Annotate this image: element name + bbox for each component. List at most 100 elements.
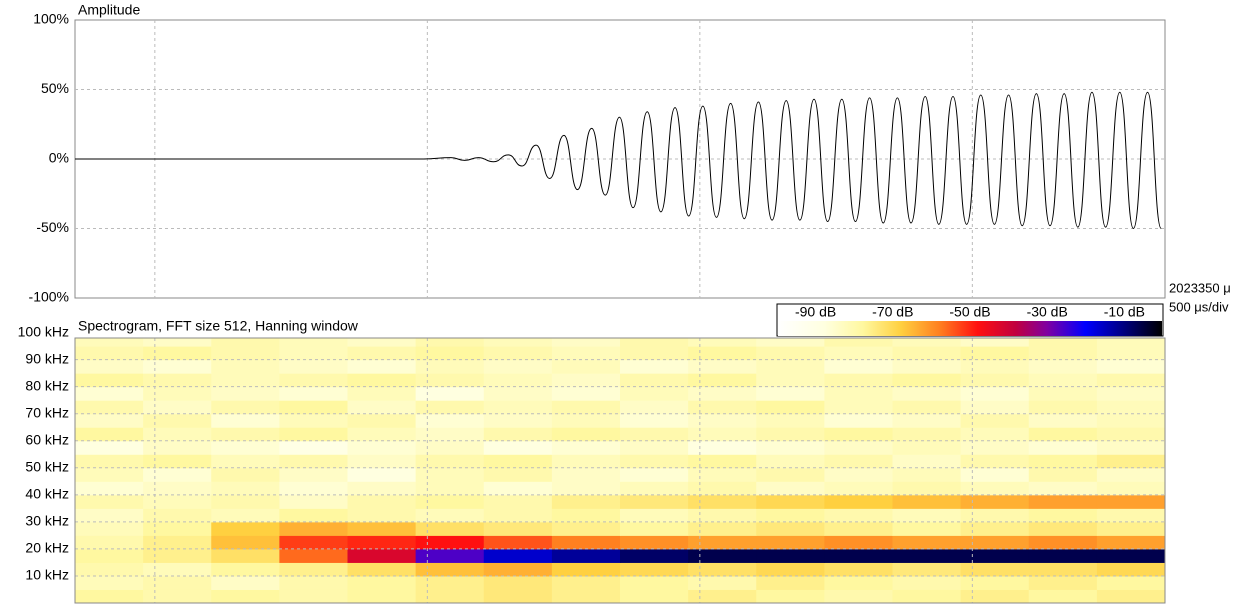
heat-cell	[347, 338, 417, 347]
heat-cell	[415, 346, 485, 361]
heat-cell	[1096, 508, 1165, 523]
heat-cell	[279, 575, 348, 590]
heat-cell	[1096, 548, 1165, 563]
heat-cell	[75, 494, 144, 509]
heat-cell	[143, 373, 212, 388]
heat-cell	[415, 440, 485, 455]
heat-cell	[1028, 575, 1098, 590]
heat-cell	[824, 400, 893, 415]
heat-cell	[279, 386, 348, 401]
heat-cell	[279, 338, 348, 347]
heat-cell	[960, 440, 1030, 455]
heat-cell	[824, 521, 893, 536]
heat-cell	[211, 413, 280, 428]
heat-cell	[960, 535, 1030, 550]
colorbar-tick-label: -70 dB	[872, 304, 913, 320]
heat-cell	[1028, 440, 1098, 455]
heat-cell	[483, 400, 553, 415]
y-tick-label: 90 kHz	[25, 350, 69, 366]
heat-cell	[1028, 454, 1098, 469]
heat-cell	[824, 589, 893, 604]
chart-title: Spectrogram, FFT size 512, Hanning windo…	[78, 318, 359, 334]
heat-cell	[892, 373, 962, 388]
waveform	[75, 91, 1162, 230]
heat-cell	[688, 508, 757, 523]
heat-cell	[551, 481, 621, 496]
heat-cell	[1096, 589, 1165, 604]
heat-cell	[279, 413, 348, 428]
heat-cell	[211, 575, 280, 590]
heat-cell	[1028, 535, 1098, 550]
heat-cell	[620, 467, 689, 482]
y-tick-label: 0%	[49, 150, 69, 166]
heat-cell	[347, 413, 417, 428]
heat-cell	[415, 589, 485, 604]
heat-cell	[824, 494, 893, 509]
heat-cell	[551, 535, 621, 550]
heat-cell	[483, 338, 553, 347]
heat-cell	[824, 481, 893, 496]
heat-cell	[347, 494, 417, 509]
heat-cell	[483, 535, 553, 550]
heat-cell	[211, 548, 280, 563]
heat-cell	[620, 359, 689, 374]
heat-cell	[688, 521, 757, 536]
heat-cell	[143, 346, 212, 361]
heat-cell	[483, 440, 553, 455]
heat-cell	[1028, 338, 1098, 347]
heat-cell	[347, 521, 417, 536]
heat-cell	[551, 386, 621, 401]
heat-cell	[824, 575, 893, 590]
heat-cell	[756, 562, 825, 577]
heat-cell	[756, 346, 825, 361]
heat-cell	[620, 338, 689, 347]
annotation: 500 μs/div	[1169, 299, 1229, 314]
y-tick-label: 100 kHz	[18, 323, 69, 339]
heat-cell	[688, 535, 757, 550]
heat-cell	[347, 427, 417, 442]
heat-cell	[960, 454, 1030, 469]
heat-cell	[551, 400, 621, 415]
heat-cell	[347, 346, 417, 361]
heat-cell	[347, 481, 417, 496]
heat-cell	[1096, 440, 1165, 455]
heat-cell	[347, 589, 417, 604]
heat-cell	[415, 467, 485, 482]
heat-cell	[960, 481, 1030, 496]
heat-cell	[756, 359, 825, 374]
heat-cell	[347, 454, 417, 469]
heat-cell	[279, 373, 348, 388]
heat-cell	[960, 373, 1030, 388]
heat-cell	[211, 481, 280, 496]
heat-cell	[892, 427, 962, 442]
heat-cell	[415, 454, 485, 469]
heat-cell	[551, 589, 621, 604]
heat-cell	[756, 454, 825, 469]
heat-cell	[892, 413, 962, 428]
heat-cell	[960, 467, 1030, 482]
heat-cell	[347, 535, 417, 550]
heat-cell	[551, 413, 621, 428]
heat-cell	[960, 575, 1030, 590]
heat-cell	[688, 359, 757, 374]
heat-cell	[75, 481, 144, 496]
heat-cell	[620, 575, 689, 590]
heat-cell	[688, 373, 757, 388]
heat-cell	[279, 521, 348, 536]
heat-cell	[483, 413, 553, 428]
heat-cell	[620, 481, 689, 496]
heat-cell	[688, 562, 757, 577]
colorbar-tick-label: -30 dB	[1027, 304, 1068, 320]
heat-cell	[415, 494, 485, 509]
heat-cell	[347, 386, 417, 401]
heat-cell	[551, 508, 621, 523]
heat-cell	[1028, 346, 1098, 361]
heat-cell	[620, 548, 689, 563]
colorbar-tick-label: -90 dB	[795, 304, 836, 320]
heat-cell	[143, 481, 212, 496]
heat-cell	[75, 521, 144, 536]
heat-cell	[551, 467, 621, 482]
heat-cell	[483, 521, 553, 536]
heat-cell	[960, 562, 1030, 577]
heat-cell	[75, 535, 144, 550]
